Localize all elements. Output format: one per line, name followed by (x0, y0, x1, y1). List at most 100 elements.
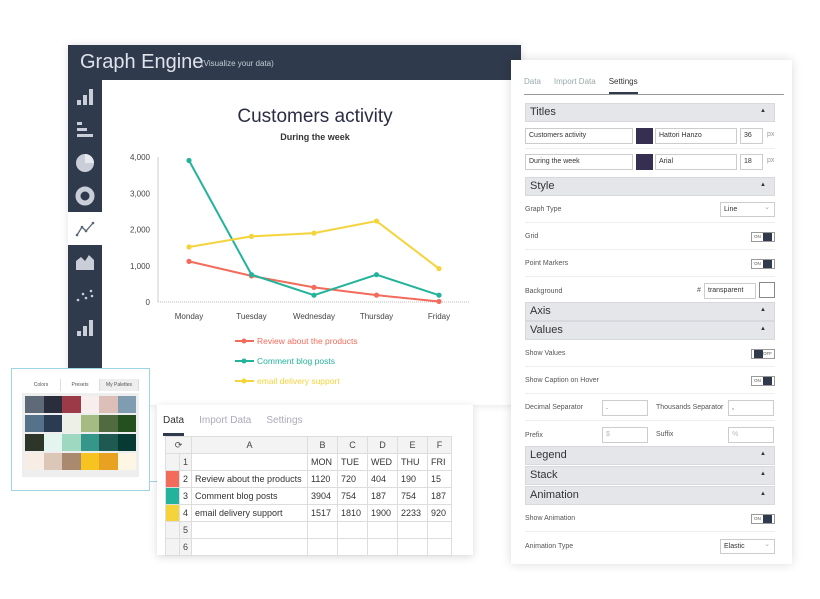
thousands-input[interactable]: , (728, 400, 774, 416)
color-swatch[interactable] (43, 434, 62, 451)
suffix-input[interactable]: % (728, 427, 774, 443)
animation-type-select[interactable]: Elastic (720, 538, 775, 554)
table-cell[interactable] (307, 538, 339, 556)
background-input[interactable]: transparent (704, 283, 756, 299)
color-swatch[interactable] (99, 415, 118, 432)
color-swatch[interactable] (117, 434, 136, 451)
color-swatch[interactable] (99, 453, 118, 470)
color-swatch[interactable] (80, 453, 99, 470)
table-cell[interactable] (191, 538, 309, 556)
data-tab-import[interactable]: Import Data (199, 415, 252, 426)
table-cell[interactable]: 2233 (397, 504, 429, 522)
color-swatch[interactable] (25, 415, 44, 432)
tab-data[interactable]: Data (524, 77, 541, 86)
markers-toggle[interactable]: ON (751, 258, 775, 269)
color-swatch[interactable] (25, 434, 44, 451)
section-legend[interactable]: Legend ▲ (525, 446, 775, 465)
refresh-icon[interactable]: ⟳ (164, 436, 193, 454)
section-axis[interactable]: Axis ▲ (525, 302, 775, 321)
show-values-toggle[interactable]: OFF (751, 348, 775, 359)
title-size-input[interactable]: 36 (740, 128, 763, 144)
table-cell[interactable]: 15 (427, 470, 453, 488)
table-cell[interactable]: 754 (397, 487, 429, 505)
column-header[interactable]: F (427, 436, 453, 454)
line-chart-icon[interactable] (68, 212, 102, 245)
bar-chart-icon[interactable] (68, 311, 102, 344)
color-swatch[interactable] (43, 453, 62, 470)
horizontal-bar-icon[interactable] (68, 113, 102, 146)
table-cell[interactable]: 404 (367, 470, 399, 488)
tab-settings[interactable]: Settings (608, 77, 638, 94)
table-cell[interactable]: 720 (337, 470, 369, 488)
table-cell[interactable]: MON (307, 453, 339, 471)
color-swatch[interactable] (62, 453, 81, 470)
data-tab-data[interactable]: Data (163, 415, 185, 436)
table-cell[interactable]: 1517 (307, 504, 339, 522)
series-color-swatch[interactable] (165, 470, 180, 488)
color-swatch[interactable] (43, 396, 62, 413)
subtitle-input[interactable]: During the week (525, 154, 633, 170)
show-animation-toggle[interactable]: ON (751, 513, 775, 524)
prefix-input[interactable]: $ (602, 427, 648, 443)
column-header[interactable]: B (307, 436, 339, 454)
section-values[interactable]: Values ▲ (525, 321, 775, 340)
section-titles[interactable]: Titles ▲ (525, 103, 775, 122)
subtitle-color-swatch[interactable] (636, 154, 653, 170)
subtitle-font-select[interactable]: Arial (655, 154, 737, 170)
caption-toggle[interactable]: ON (751, 375, 775, 386)
palette-tab-colors[interactable]: Colors (22, 379, 61, 391)
table-cell[interactable]: 190 (397, 470, 429, 488)
data-tab-settings[interactable]: Settings (266, 415, 303, 426)
table-cell[interactable]: email delivery support (191, 504, 309, 522)
table-cell[interactable]: 1810 (337, 504, 369, 522)
table-cell[interactable]: 3904 (307, 487, 339, 505)
table-cell[interactable]: TUE (337, 453, 369, 471)
table-cell[interactable] (367, 521, 399, 539)
table-cell[interactable]: 1120 (307, 470, 339, 488)
grid-toggle[interactable]: ON (751, 231, 775, 242)
area-chart-icon[interactable] (68, 245, 102, 278)
table-cell[interactable]: Comment blog posts (191, 487, 309, 505)
subtitle-size-input[interactable]: 18 (740, 154, 763, 170)
color-swatch[interactable] (80, 434, 99, 451)
pie-chart-icon[interactable] (68, 146, 102, 179)
table-cell[interactable]: 187 (367, 487, 399, 505)
tab-import-data[interactable]: Import Data (553, 77, 596, 86)
series-color-swatch[interactable] (165, 487, 180, 505)
color-swatch[interactable] (80, 396, 99, 413)
table-cell[interactable]: 1900 (367, 504, 399, 522)
table-cell[interactable] (367, 538, 399, 556)
table-cell[interactable] (397, 538, 429, 556)
table-cell[interactable]: THU (397, 453, 429, 471)
title-color-swatch[interactable] (636, 128, 653, 144)
table-cell[interactable] (397, 521, 429, 539)
color-swatch[interactable] (25, 396, 44, 413)
section-stack[interactable]: Stack ▲ (525, 466, 775, 485)
title-font-select[interactable]: Hattori Hanzo (655, 128, 737, 144)
column-header[interactable]: D (367, 436, 399, 454)
table-cell[interactable] (337, 521, 369, 539)
series-color-swatch[interactable] (165, 504, 180, 522)
table-cell[interactable]: 754 (337, 487, 369, 505)
color-swatch[interactable] (99, 434, 118, 451)
table-cell[interactable] (427, 521, 453, 539)
table-cell[interactable] (307, 521, 339, 539)
table-cell[interactable] (191, 453, 309, 471)
table-cell[interactable]: FRI (427, 453, 453, 471)
background-color-swatch[interactable] (759, 282, 775, 298)
column-header[interactable]: E (397, 436, 429, 454)
color-swatch[interactable] (25, 453, 44, 470)
graph-type-select[interactable]: Line (720, 202, 775, 217)
table-cell[interactable]: 920 (427, 504, 453, 522)
decimal-input[interactable]: . (602, 400, 648, 416)
color-swatch[interactable] (117, 415, 136, 432)
column-header[interactable]: C (337, 436, 369, 454)
table-cell[interactable] (337, 538, 369, 556)
table-cell[interactable]: 187 (427, 487, 453, 505)
color-swatch[interactable] (43, 415, 62, 432)
section-animation[interactable]: Animation ▲ (525, 486, 775, 505)
column-header[interactable]: A (191, 436, 309, 454)
section-style[interactable]: Style ▲ (525, 177, 775, 196)
palette-tab-presets[interactable]: Presets (61, 379, 100, 391)
color-swatch[interactable] (80, 415, 99, 432)
